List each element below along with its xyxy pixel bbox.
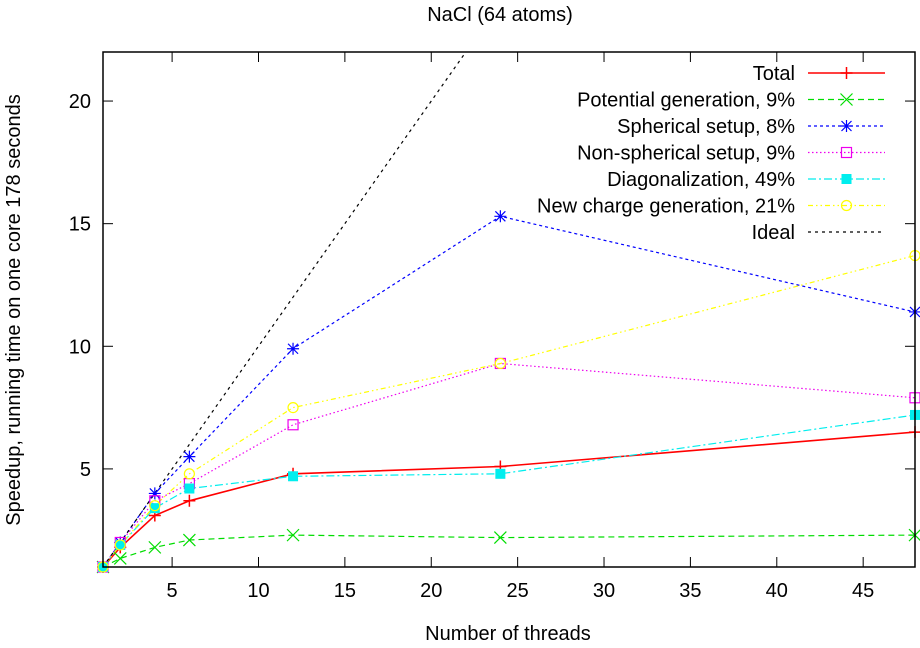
legend-item-potential-generation-9: Potential generation, 9% <box>577 90 885 112</box>
legend-item-new-charge-generation-21: New charge generation, 21% <box>537 196 885 218</box>
data-point-new-charge-generation-21 <box>183 468 195 480</box>
data-point-spherical-setup-8 <box>494 210 507 223</box>
y-axis-label: Speedup, running time on one core 178 se… <box>3 94 25 525</box>
axis-ticks: 5 10 15 20 25 30 35 40 45 5 10 15 20 <box>69 52 915 602</box>
y-tick-label: 10 <box>69 336 91 358</box>
x-tick-label: 45 <box>852 580 874 602</box>
legend-label: Potential generation, 9% <box>577 90 795 112</box>
legend-label: Spherical setup, 8% <box>617 116 795 138</box>
x-tick-label: 35 <box>679 580 701 602</box>
series-line-new-charge-generation-21 <box>103 254 915 567</box>
legend-label: Diagonalization, 49% <box>607 169 795 191</box>
data-point-diagonalization-49 <box>115 539 126 550</box>
x-tick-label: 20 <box>420 580 442 602</box>
markers-layer <box>96 210 920 574</box>
legend-label: New charge generation, 21% <box>537 196 795 218</box>
series-layer <box>103 52 915 567</box>
data-point-new-charge-generation-21 <box>494 357 506 370</box>
y-tick-label: 15 <box>69 214 91 236</box>
data-point-potential-generation-9 <box>148 540 162 554</box>
series-line-potential-generation-9 <box>103 534 915 567</box>
data-point-diagonalization-49 <box>495 468 506 479</box>
x-tick-label: 10 <box>247 580 269 602</box>
series-line-total <box>103 431 915 567</box>
series-line-spherical-setup-8 <box>103 215 915 567</box>
legend-item-spherical-setup-8: Spherical setup, 8% <box>617 116 885 138</box>
data-point-potential-generation-9 <box>182 533 196 547</box>
x-axis-label: Number of threads <box>425 623 591 643</box>
x-tick-label: 15 <box>334 580 356 602</box>
y-tick-label: 5 <box>80 459 91 481</box>
data-point-non-spherical-setup-9 <box>287 419 299 431</box>
legend-label: Total <box>753 63 795 85</box>
legend-marker <box>840 146 853 159</box>
legend-marker <box>840 67 853 79</box>
y-tick-label: 20 <box>69 91 91 113</box>
legend-marker <box>840 93 853 106</box>
legend-marker <box>841 174 852 184</box>
data-point-diagonalization-49 <box>288 471 299 482</box>
legend-item-total: Total <box>753 63 885 85</box>
data-point-new-charge-generation-21 <box>114 539 126 551</box>
x-tick-label: 5 <box>167 580 178 602</box>
data-point-diagonalization-49 <box>184 483 195 494</box>
data-point-spherical-setup-8 <box>148 487 161 500</box>
legend-label: Ideal <box>752 222 795 244</box>
legend-label: Non-spherical setup, 9% <box>577 143 795 165</box>
legend-item-diagonalization-49: Diagonalization, 49% <box>607 169 885 191</box>
x-tick-label: 30 <box>593 580 615 602</box>
chart-title: NaCl (64 atoms) <box>427 4 573 26</box>
data-point-spherical-setup-8 <box>287 342 300 355</box>
data-point-new-charge-generation-21 <box>149 500 161 512</box>
data-point-spherical-setup-8 <box>183 450 196 463</box>
data-point-potential-generation-9 <box>493 531 507 544</box>
legend: Total Potential generation, 9% Spherical s… <box>537 63 885 244</box>
data-point-potential-generation-9 <box>286 528 300 542</box>
legend-marker <box>840 120 853 132</box>
data-point-diagonalization-49 <box>149 503 160 514</box>
data-point-potential-generation-9 <box>113 551 127 565</box>
plot-frame <box>102 51 916 568</box>
data-point-total <box>183 494 196 507</box>
legend-item-ideal: Ideal <box>752 222 885 244</box>
legend-item-non-spherical-setup-9: Non-spherical setup, 9% <box>577 143 885 165</box>
x-tick-label: 25 <box>507 580 529 602</box>
legend-marker <box>840 199 853 212</box>
x-tick-label: 40 <box>766 580 788 602</box>
data-point-new-charge-generation-21 <box>287 401 299 414</box>
